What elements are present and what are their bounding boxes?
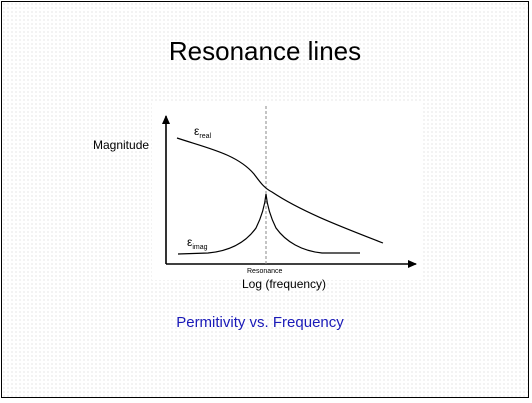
epsilon-imag-label: εimag <box>187 235 208 251</box>
y-axis-label: Magnitude <box>93 138 149 152</box>
epsilon-imag-curve <box>177 193 360 255</box>
plot-background <box>152 102 422 280</box>
slide: Resonance lines Magnitude Log (frequency… <box>1 1 529 398</box>
epsilon-real-label: εreal <box>194 124 211 140</box>
slide-title: Resonance lines <box>168 36 362 66</box>
epsilon-real-curve <box>176 137 384 244</box>
x-axis-label: Log (frequency) <box>242 277 326 291</box>
slide-caption: Permitivity vs. Frequency <box>176 314 344 331</box>
resonance-label: Resonance <box>247 268 283 275</box>
